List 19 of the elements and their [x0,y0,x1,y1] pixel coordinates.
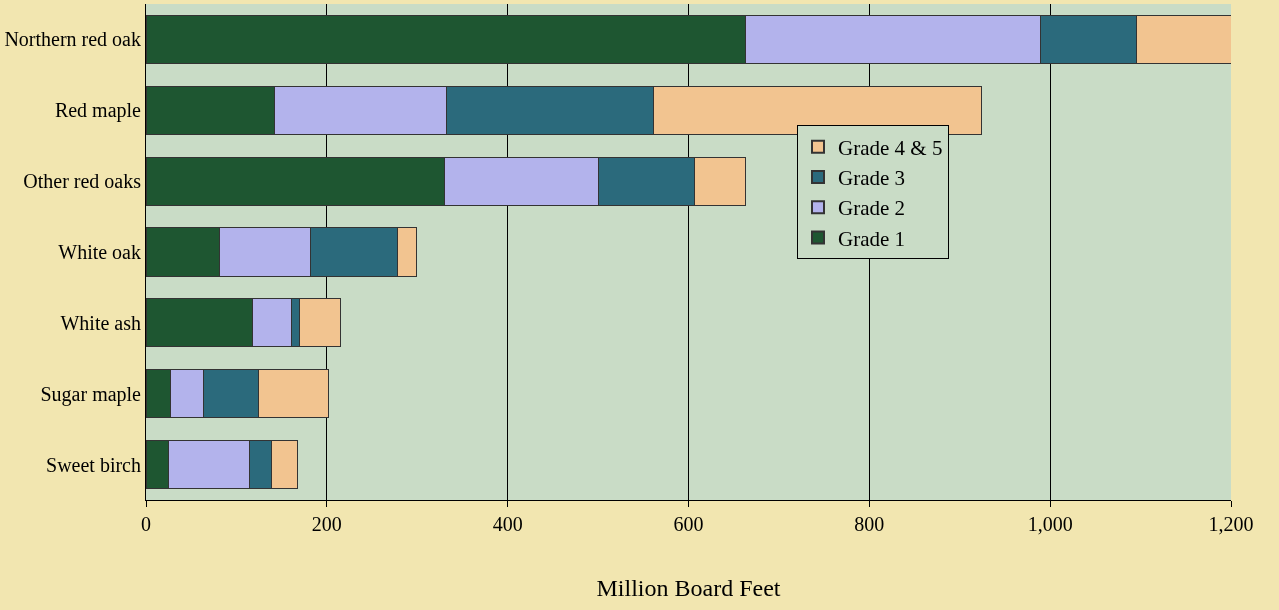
y-tick-label: Other red oaks [23,170,142,193]
x-tick-label: 200 [311,513,342,535]
legend-label: Grade 4 & 5 [838,135,943,160]
legend-label: Grade 2 [838,196,906,221]
y-tick-label: White oak [58,241,141,263]
x-tick-label: 400 [492,513,523,535]
x-tick-label: 800 [854,513,885,535]
x-tick-label: 1,200 [1208,513,1254,535]
y-tick-label: Red maple [54,99,142,123]
y-tick-label: White ash [60,311,141,334]
x-tick-label: 1,000 [1027,513,1073,535]
x-tick-label: 600 [673,513,704,535]
legend-label: Grade 3 [838,166,906,191]
y-tick-label: Sweet birch [46,453,141,476]
x-tick-label: 0 [141,513,151,535]
y-tick-label: Sugar maple [40,382,142,406]
legend-label: Grade 1 [838,226,906,251]
y-tick-label: Northern red oak [4,28,141,51]
x-axis-title: Million Board Feet [596,575,781,602]
